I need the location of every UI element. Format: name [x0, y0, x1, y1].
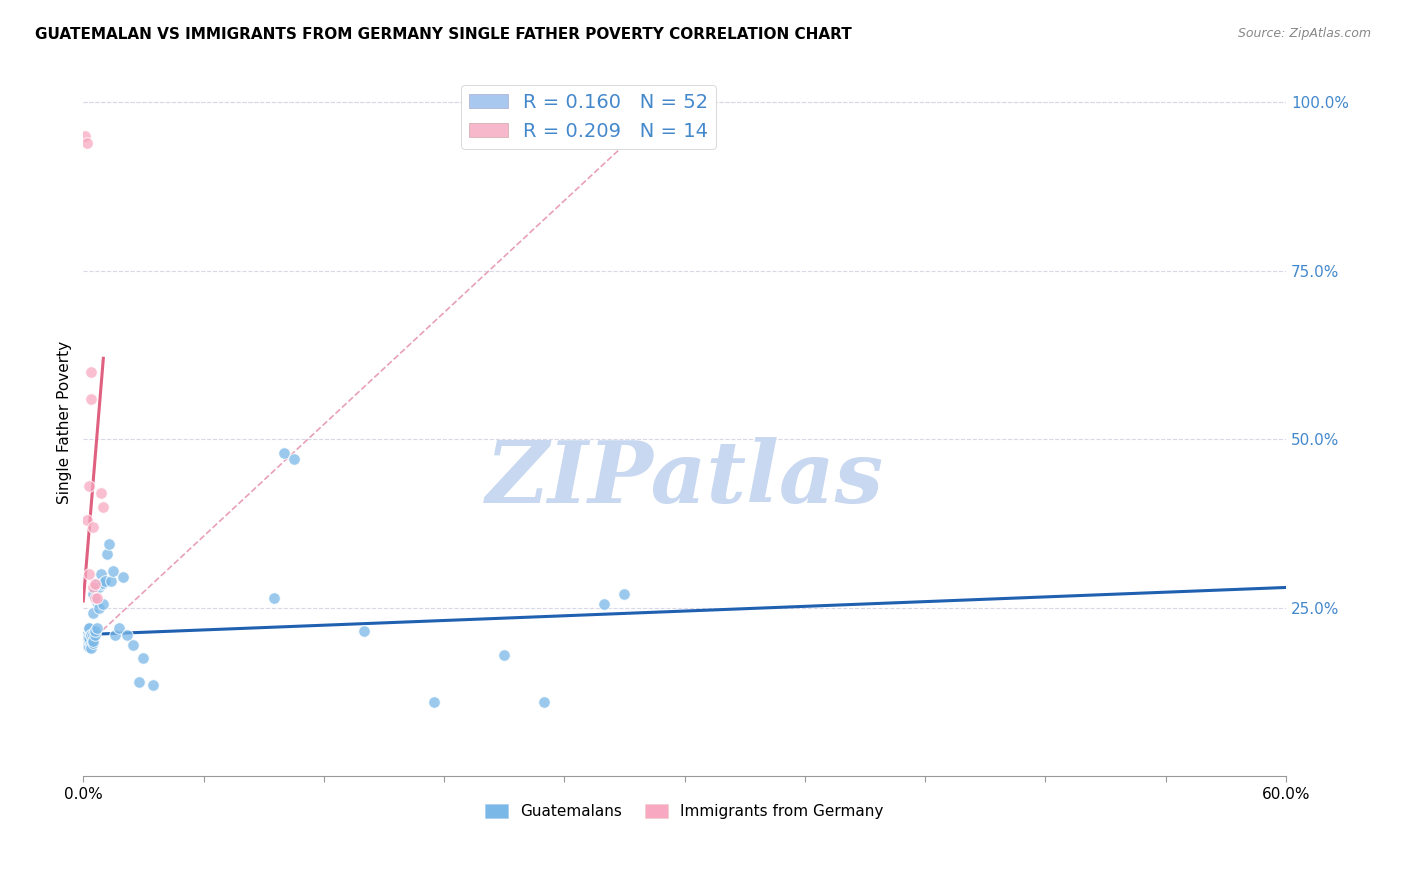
Point: [76, 627, 98, 641]
Point: [79, 627, 101, 641]
Point: [82, 520, 104, 534]
Point: [533, 695, 555, 709]
Point: [82, 634, 104, 648]
Point: [283, 452, 305, 467]
Point: [112, 570, 135, 584]
Point: [89, 581, 111, 595]
Point: [79, 479, 101, 493]
Point: [79, 566, 101, 581]
Point: [79, 640, 101, 654]
Point: [86, 595, 108, 609]
Point: [86, 577, 108, 591]
Legend: Guatemalans, Immigrants from Germany: Guatemalans, Immigrants from Germany: [479, 797, 890, 825]
Point: [263, 591, 285, 605]
Point: [90, 577, 112, 591]
Point: [98, 536, 121, 550]
Point: [132, 651, 155, 665]
Point: [82, 627, 104, 641]
Point: [84, 577, 107, 591]
Point: [79, 621, 101, 635]
Point: [76, 513, 98, 527]
Point: [76, 631, 98, 645]
Point: [80, 392, 103, 406]
Point: [122, 638, 145, 652]
Point: [80, 637, 103, 651]
Point: [76, 136, 98, 150]
Point: [84, 591, 107, 605]
Point: [90, 566, 112, 581]
Point: [79, 636, 101, 650]
Point: [82, 581, 104, 595]
Point: [80, 641, 103, 656]
Point: [100, 574, 122, 588]
Point: [89, 600, 111, 615]
Text: GUATEMALAN VS IMMIGRANTS FROM GERMANY SINGLE FATHER POVERTY CORRELATION CHART: GUATEMALAN VS IMMIGRANTS FROM GERMANY SI…: [35, 27, 852, 42]
Point: [128, 674, 150, 689]
Point: [91, 597, 114, 611]
Point: [86, 591, 108, 605]
Point: [423, 695, 446, 709]
Point: [76, 638, 98, 652]
Point: [82, 636, 104, 650]
Y-axis label: Single Father Poverty: Single Father Poverty: [58, 341, 72, 504]
Point: [90, 486, 112, 500]
Point: [84, 624, 107, 638]
Point: [593, 597, 616, 611]
Point: [103, 564, 125, 578]
Point: [75, 128, 97, 143]
Point: [80, 365, 103, 379]
Point: [82, 606, 104, 620]
Point: [79, 634, 101, 648]
Text: Source: ZipAtlas.com: Source: ZipAtlas.com: [1237, 27, 1371, 40]
Point: [142, 678, 165, 692]
Point: [104, 627, 127, 641]
Point: [80, 627, 103, 641]
Point: [494, 648, 516, 662]
Point: [353, 624, 375, 639]
Point: [108, 621, 131, 635]
Point: [84, 627, 107, 641]
Point: [80, 627, 103, 641]
Point: [117, 627, 139, 641]
Point: [613, 587, 636, 601]
Point: [91, 500, 114, 514]
Point: [273, 445, 295, 459]
Text: ZIPatlas: ZIPatlas: [485, 437, 884, 521]
Point: [79, 621, 101, 635]
Point: [82, 587, 104, 601]
Point: [86, 621, 108, 635]
Point: [96, 547, 118, 561]
Point: [94, 574, 117, 588]
Point: [91, 575, 114, 590]
Point: [79, 631, 101, 645]
